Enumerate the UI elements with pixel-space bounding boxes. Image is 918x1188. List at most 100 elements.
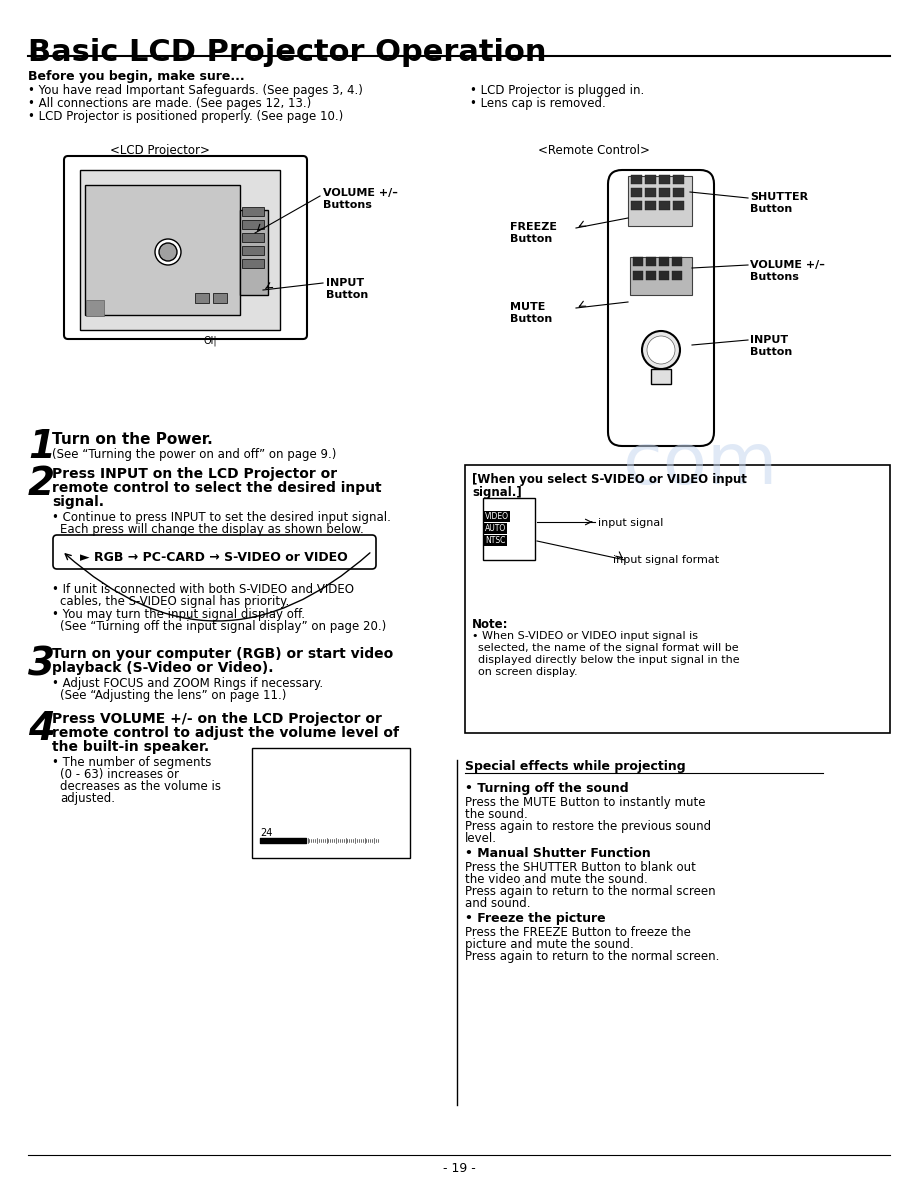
Bar bbox=[195, 293, 209, 303]
Text: selected, the name of the signal format will be: selected, the name of the signal format … bbox=[478, 643, 739, 653]
Text: 1: 1 bbox=[28, 428, 55, 466]
Text: input signal: input signal bbox=[598, 518, 664, 527]
Bar bbox=[85, 185, 240, 315]
Bar bbox=[673, 201, 684, 210]
Text: the sound.: the sound. bbox=[465, 808, 528, 821]
Text: • The number of segments: • The number of segments bbox=[52, 756, 211, 769]
Text: FREEZE: FREEZE bbox=[510, 222, 557, 232]
Text: Press again to return to the normal screen: Press again to return to the normal scre… bbox=[465, 885, 716, 898]
Text: <Remote Control>: <Remote Control> bbox=[538, 144, 650, 157]
Text: VOLUME +/–: VOLUME +/– bbox=[750, 260, 825, 270]
Text: the video and mute the sound.: the video and mute the sound. bbox=[465, 873, 648, 886]
Text: level.: level. bbox=[465, 832, 497, 845]
FancyBboxPatch shape bbox=[64, 156, 307, 339]
Bar bbox=[252, 748, 410, 858]
Text: • You have read Important Safeguards. (See pages 3, 4.): • You have read Important Safeguards. (S… bbox=[28, 84, 363, 97]
Text: - 19 -: - 19 - bbox=[442, 1162, 476, 1175]
Text: <LCD Projector>: <LCD Projector> bbox=[110, 144, 210, 157]
Bar bbox=[213, 293, 227, 303]
Text: • You may turn the input signal display off.: • You may turn the input signal display … bbox=[52, 608, 305, 621]
Text: VIDEO: VIDEO bbox=[485, 512, 509, 522]
Text: Before you begin, make sure...: Before you begin, make sure... bbox=[28, 70, 244, 83]
Text: SHUTTER: SHUTTER bbox=[750, 192, 808, 202]
Bar bbox=[645, 188, 656, 197]
Text: Buttons: Buttons bbox=[323, 200, 372, 210]
Text: Press INPUT on the LCD Projector or: Press INPUT on the LCD Projector or bbox=[52, 467, 337, 481]
Text: signal.]: signal.] bbox=[472, 486, 521, 499]
Text: the built-in speaker.: the built-in speaker. bbox=[52, 740, 209, 754]
Bar bbox=[242, 246, 264, 255]
Bar bbox=[242, 233, 264, 242]
Text: • Turning off the sound: • Turning off the sound bbox=[465, 782, 629, 795]
Circle shape bbox=[647, 336, 675, 364]
Text: Press again to return to the normal screen.: Press again to return to the normal scre… bbox=[465, 950, 720, 963]
Text: Press the SHUTTER Button to blank out: Press the SHUTTER Button to blank out bbox=[465, 861, 696, 874]
Bar bbox=[673, 175, 684, 184]
Bar bbox=[672, 271, 682, 280]
Text: ► RGB → PC-CARD → S-VIDEO or VIDEO: ► RGB → PC-CARD → S-VIDEO or VIDEO bbox=[80, 551, 348, 564]
Bar bbox=[633, 257, 643, 266]
Text: Buttons: Buttons bbox=[750, 272, 799, 282]
Text: • Continue to press INPUT to set the desired input signal.: • Continue to press INPUT to set the des… bbox=[52, 511, 391, 524]
Bar bbox=[672, 257, 682, 266]
Bar bbox=[631, 201, 642, 210]
Text: Button: Button bbox=[750, 204, 792, 214]
Text: picture and mute the sound.: picture and mute the sound. bbox=[465, 939, 633, 952]
Text: Note:: Note: bbox=[472, 618, 509, 631]
Text: • Manual Shutter Function: • Manual Shutter Function bbox=[465, 847, 651, 860]
Circle shape bbox=[155, 239, 181, 265]
Text: MUTE: MUTE bbox=[510, 302, 545, 312]
Text: com: com bbox=[622, 430, 778, 499]
Text: remote control to select the desired input: remote control to select the desired inp… bbox=[52, 481, 382, 495]
Text: adjusted.: adjusted. bbox=[60, 792, 115, 805]
Text: remote control to adjust the volume level of: remote control to adjust the volume leve… bbox=[52, 726, 399, 740]
Text: Press the FREEZE Button to freeze the: Press the FREEZE Button to freeze the bbox=[465, 925, 691, 939]
Text: Turn on your computer (RGB) or start video: Turn on your computer (RGB) or start vid… bbox=[52, 647, 393, 661]
Text: • All connections are made. (See pages 12, 13.): • All connections are made. (See pages 1… bbox=[28, 97, 311, 110]
Text: playback (S-Video or Video).: playback (S-Video or Video). bbox=[52, 661, 274, 675]
FancyBboxPatch shape bbox=[608, 170, 714, 446]
Bar bbox=[659, 188, 670, 197]
Text: • If unit is connected with both S-VIDEO and VIDEO: • If unit is connected with both S-VIDEO… bbox=[52, 583, 354, 596]
Text: INPUT: INPUT bbox=[326, 278, 364, 287]
Text: Turn on the Power.: Turn on the Power. bbox=[52, 432, 213, 447]
Text: input signal format: input signal format bbox=[613, 555, 719, 565]
Bar bbox=[86, 301, 104, 316]
Bar bbox=[242, 220, 264, 229]
Text: Special effects while projecting: Special effects while projecting bbox=[465, 760, 686, 773]
Bar bbox=[483, 498, 535, 560]
Bar bbox=[465, 465, 890, 733]
Text: VOLUME +/–: VOLUME +/– bbox=[323, 188, 397, 198]
Text: • Freeze the picture: • Freeze the picture bbox=[465, 912, 606, 925]
Text: 4: 4 bbox=[28, 710, 55, 748]
Bar bbox=[659, 201, 670, 210]
Text: Press the MUTE Button to instantly mute: Press the MUTE Button to instantly mute bbox=[465, 796, 706, 809]
Text: decreases as the volume is: decreases as the volume is bbox=[60, 781, 221, 794]
Bar bbox=[659, 257, 669, 266]
Text: Button: Button bbox=[326, 290, 368, 301]
Bar bbox=[659, 175, 670, 184]
Text: (See “Turning off the input signal display” on page 20.): (See “Turning off the input signal displ… bbox=[60, 620, 386, 633]
Text: cables, the S-VIDEO signal has priority.: cables, the S-VIDEO signal has priority. bbox=[60, 595, 289, 608]
Text: • Lens cap is removed.: • Lens cap is removed. bbox=[470, 97, 606, 110]
Bar bbox=[80, 170, 280, 330]
Bar bbox=[651, 369, 671, 384]
Text: Button: Button bbox=[510, 234, 553, 244]
Bar bbox=[659, 271, 669, 280]
Text: • LCD Projector is positioned properly. (See page 10.): • LCD Projector is positioned properly. … bbox=[28, 110, 343, 124]
Bar bbox=[242, 207, 264, 216]
Text: Button: Button bbox=[750, 347, 792, 358]
Text: • When S-VIDEO or VIDEO input signal is: • When S-VIDEO or VIDEO input signal is bbox=[472, 631, 698, 642]
Bar bbox=[646, 257, 656, 266]
Text: Basic LCD Projector Operation: Basic LCD Projector Operation bbox=[28, 38, 546, 67]
Bar bbox=[240, 210, 268, 295]
Text: INPUT: INPUT bbox=[750, 335, 789, 345]
Text: (0 - 63) increases or: (0 - 63) increases or bbox=[60, 767, 179, 781]
FancyBboxPatch shape bbox=[53, 535, 376, 569]
Text: 3: 3 bbox=[28, 645, 55, 683]
Circle shape bbox=[642, 331, 680, 369]
Text: Press again to restore the previous sound: Press again to restore the previous soun… bbox=[465, 820, 711, 833]
Bar bbox=[630, 257, 692, 295]
Text: 24: 24 bbox=[260, 828, 273, 838]
Text: and sound.: and sound. bbox=[465, 897, 531, 910]
